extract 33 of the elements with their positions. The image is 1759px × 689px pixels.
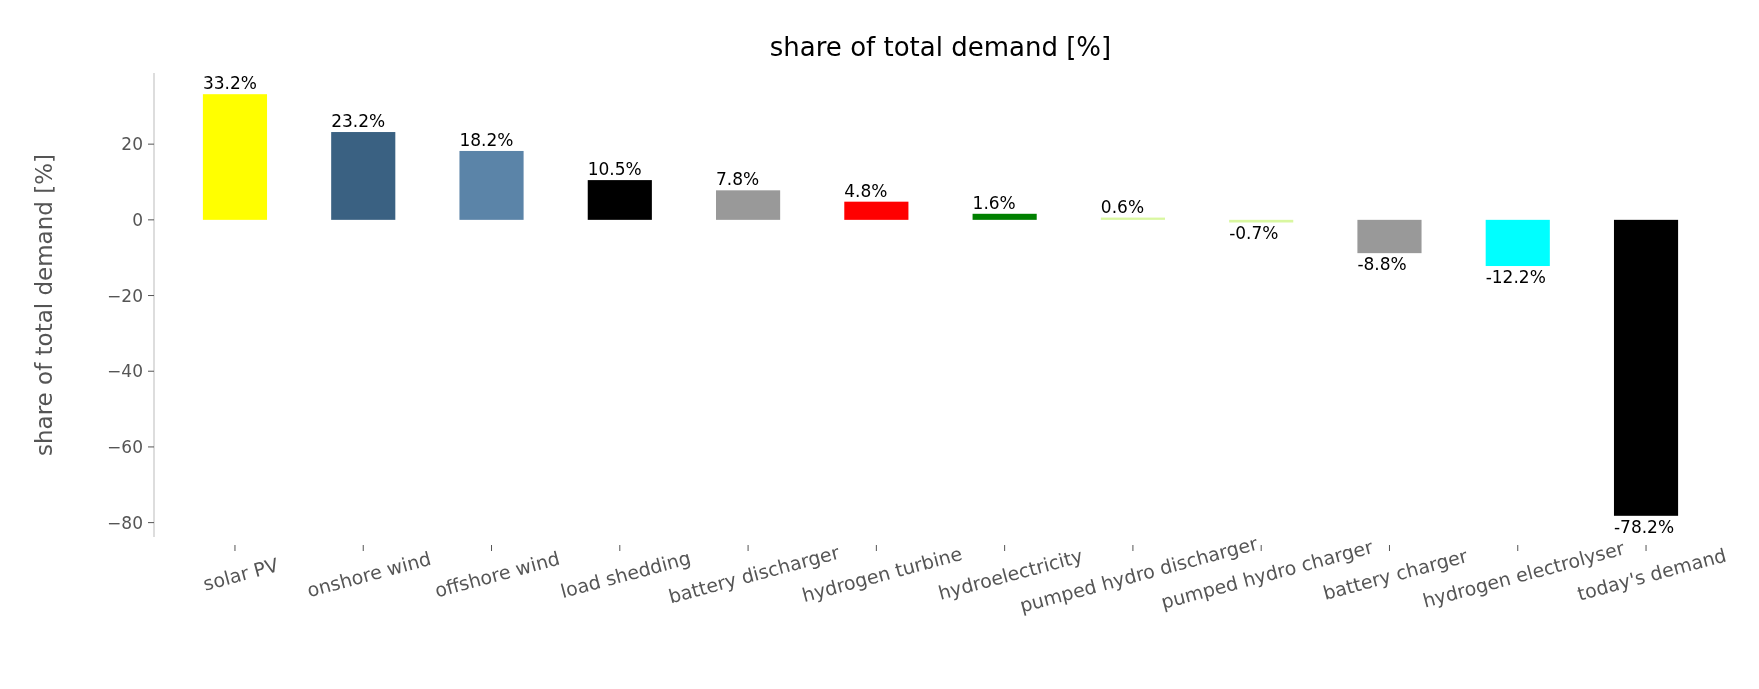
y-axis-title: share of total demand [%] [31,154,57,456]
bar [1485,219,1550,267]
y-tick-label: −60 [107,436,143,457]
data-label: 1.6% [972,192,1016,213]
bar [1613,219,1679,516]
bar [716,190,781,220]
data-label: -78.2% [1613,516,1675,537]
data-label: 23.2% [331,111,386,132]
bar [459,150,524,220]
x-tick-label: solar PV [200,553,281,595]
bar [972,213,1037,220]
y-tick-label: −40 [107,361,143,382]
bar [587,180,652,220]
data-label: 4.8% [844,180,888,201]
bar [844,201,909,220]
data-label: 33.2% [202,73,257,94]
data-label: 18.2% [459,129,514,150]
data-label: -12.2% [1485,267,1546,288]
y-tick-label: 0 [132,209,143,230]
x-tick-label: offshore wind [432,546,562,602]
data-label: -0.7% [1229,223,1279,244]
data-label: 10.5% [587,159,642,180]
y-tick-label: −20 [107,285,143,306]
bar [202,94,268,220]
data-label: 7.8% [716,169,760,190]
y-tick-label: −80 [107,512,143,533]
bar [331,132,396,220]
x-tick-label: onshore wind [304,546,434,602]
bar [1357,219,1422,254]
data-label: -8.8% [1357,254,1407,275]
chart-title: share of total demand [%] [769,32,1112,62]
y-tick-label: 20 [121,134,143,155]
data-label: 0.6% [1100,196,1145,217]
